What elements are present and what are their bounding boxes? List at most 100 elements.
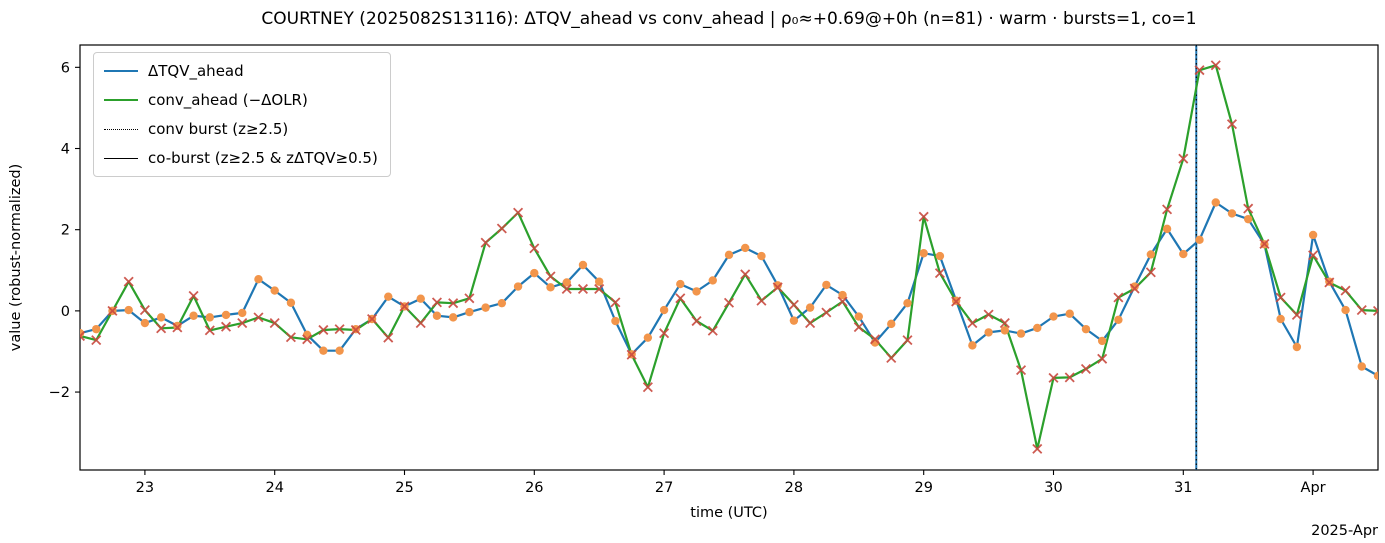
dtqv-point-marker <box>465 307 474 317</box>
dtqv-point-marker <box>530 268 539 278</box>
dtqv-point-marker <box>319 346 328 355</box>
y-tick-label: −2 <box>49 385 70 401</box>
dtqv-point-marker <box>578 260 588 270</box>
conv-point-marker <box>172 322 183 333</box>
x-tick-label: 24 <box>265 480 283 496</box>
dtqv-point-marker <box>741 243 750 253</box>
dtqv-point-marker <box>659 305 669 315</box>
conv-point-marker <box>1226 119 1238 130</box>
legend-sample-dotted-line <box>104 128 138 130</box>
chart-title: COURTNEY (2025082S13116): ΔTQV_ahead vs … <box>261 9 1197 29</box>
dtqv-point-marker <box>1081 324 1091 334</box>
legend-label: ΔTQV_ahead <box>148 62 244 80</box>
conv-point-marker <box>869 334 881 345</box>
conv-point-marker <box>626 349 637 360</box>
x-tick-label: 23 <box>136 480 154 496</box>
legend-sample-solid-line <box>104 70 138 72</box>
dtqv-point-marker <box>1016 329 1026 338</box>
dtqv-point-marker <box>854 312 863 321</box>
x-tick-label: 29 <box>914 480 932 496</box>
conv-point-marker <box>967 318 978 329</box>
dtqv-point-marker <box>238 308 247 318</box>
dtqv-point-marker <box>448 313 458 322</box>
legend-sample-solid-line <box>104 157 138 159</box>
conv-point-marker <box>1275 292 1286 303</box>
dtqv-point-marker <box>513 282 523 291</box>
dtqv-point-marker <box>1292 342 1302 352</box>
dtqv-point-marker <box>1195 235 1204 245</box>
legend-row-3: co-burst (z≥2.5 & zΔTQV≥0.5) <box>104 147 378 169</box>
conv-point-marker <box>496 223 507 234</box>
dtqv-point-marker <box>1276 314 1285 324</box>
conv-point-marker <box>80 331 86 342</box>
conv-point-marker <box>1129 283 1140 294</box>
dtqv-point-marker <box>643 333 653 342</box>
dtqv-point-marker <box>1049 312 1058 321</box>
legend-label: conv_ahead (−ΔOLR) <box>148 91 308 109</box>
conv-point-marker <box>220 321 232 332</box>
dtqv-point-marker <box>611 316 620 326</box>
x-tick-label: 28 <box>785 480 803 496</box>
conv-point-marker <box>383 332 394 343</box>
dtqv-point-marker <box>1114 315 1123 325</box>
dtqv-point-marker <box>757 251 766 261</box>
dtqv-point-marker <box>189 311 198 320</box>
conv-point-marker <box>1097 353 1108 364</box>
y-tick-label: 6 <box>61 60 70 76</box>
dtqv-point-marker <box>676 279 685 289</box>
dtqv-point-marker <box>546 283 555 292</box>
conv-point-marker <box>821 307 832 318</box>
dtqv-point-marker <box>838 290 847 300</box>
conv-point-marker <box>837 296 848 307</box>
legend-row-1: conv_ahead (−ΔOLR) <box>104 89 378 111</box>
conv-point-marker <box>1178 153 1189 164</box>
conv-point-marker <box>529 243 540 254</box>
conv-point-marker <box>367 313 378 325</box>
legend-sample-solid-line <box>104 99 138 101</box>
legend: ΔTQV_ahead conv_ahead (−ΔOLR) conv burst (… <box>93 52 391 177</box>
dtqv-point-marker <box>724 250 734 260</box>
dtqv-point-marker <box>497 298 507 308</box>
conv-point-marker <box>188 290 199 301</box>
dtqv-point-marker <box>302 330 312 340</box>
conv-point-marker <box>740 269 751 280</box>
dtqv-point-marker <box>887 319 896 329</box>
conv-point-marker <box>1324 277 1335 288</box>
conv-point-marker <box>415 318 426 329</box>
conv-point-marker <box>139 305 150 316</box>
dtqv-point-marker <box>789 316 799 325</box>
dtqv-point-marker <box>1146 250 1156 259</box>
dtqv-point-marker <box>805 303 815 312</box>
conv-point-marker <box>1113 292 1124 303</box>
legend-row-2: conv burst (z≥2.5) <box>104 118 378 140</box>
conv-point-marker <box>91 335 102 346</box>
conv-point-marker <box>123 276 134 287</box>
dtqv-point-marker <box>968 341 977 350</box>
dtqv-point-marker <box>1130 282 1139 291</box>
conv-point-marker <box>886 352 897 364</box>
conv-point-marker <box>1016 365 1027 376</box>
dtqv-point-marker <box>1000 326 1010 335</box>
conv-point-marker <box>302 334 313 345</box>
conv-point-marker <box>107 305 118 316</box>
conv-point-marker <box>918 211 929 222</box>
legend-label: conv burst (z≥2.5) <box>148 120 289 138</box>
conv-point-marker <box>983 309 994 320</box>
x-tick-label: 27 <box>655 480 673 496</box>
dtqv-point-marker <box>562 278 571 287</box>
conv-point-marker <box>805 318 816 329</box>
conv-point-marker <box>334 324 345 335</box>
y-tick-label: 0 <box>61 304 70 320</box>
x-tick-label: 25 <box>395 480 413 496</box>
conv-point-marker <box>853 322 864 333</box>
conv-point-marker <box>1259 238 1270 249</box>
conv-point-marker <box>156 323 167 334</box>
dtqv-point-marker <box>903 298 912 308</box>
conv-point-marker <box>269 318 280 329</box>
dtqv-point-marker <box>1227 209 1237 218</box>
dtqv-point-marker <box>935 251 945 261</box>
conv-point-marker <box>350 324 361 335</box>
conv-point-marker <box>999 318 1010 329</box>
